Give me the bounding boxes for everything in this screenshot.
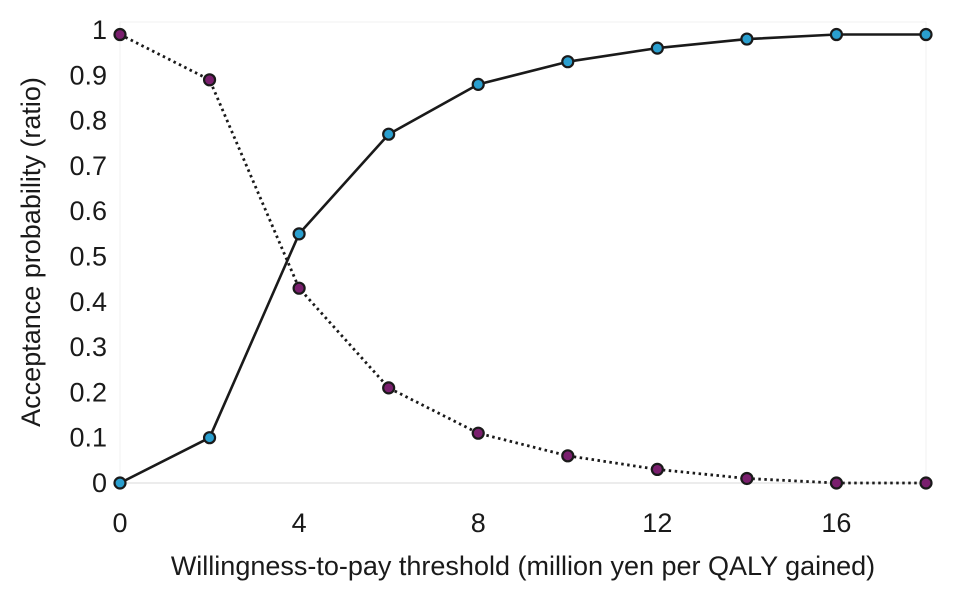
y-tick-label: 0.7 bbox=[69, 151, 107, 181]
series-1-point bbox=[919, 27, 933, 42]
series-1-point bbox=[740, 32, 754, 46]
series-2-point bbox=[471, 426, 485, 440]
x-tick-labels: 0 4 8 12 16 bbox=[112, 508, 851, 538]
y-tick-label: 0.8 bbox=[69, 106, 107, 136]
x-axis-title: Willingness-to-pay threshold (million ye… bbox=[171, 551, 875, 581]
x-tick-label: 4 bbox=[292, 508, 307, 538]
y-tick-label: 0.3 bbox=[69, 332, 107, 362]
series-2-point bbox=[740, 471, 754, 486]
y-axis-title: Acceptance probability (ratio) bbox=[16, 77, 46, 427]
series-1-point bbox=[561, 55, 575, 69]
y-tick-label: 0.5 bbox=[69, 242, 107, 272]
series-1-point bbox=[113, 476, 127, 490]
series-1-line bbox=[119, 33, 926, 485]
series-1-point bbox=[650, 41, 664, 55]
x-tick-label: 0 bbox=[112, 508, 127, 538]
series-2-point bbox=[113, 27, 127, 42]
series-layer bbox=[113, 27, 933, 490]
y-tick-label: 0.2 bbox=[69, 377, 107, 407]
series-1-point bbox=[829, 27, 844, 42]
y-tick-label: 0.4 bbox=[69, 287, 107, 317]
series-2-point bbox=[650, 462, 664, 477]
series-1-point bbox=[292, 227, 306, 241]
series-2-point bbox=[292, 281, 306, 295]
series-2-point bbox=[202, 73, 217, 87]
y-tick-label: 1 bbox=[92, 15, 107, 45]
series-2-line bbox=[119, 33, 926, 485]
series-1-point bbox=[471, 77, 485, 91]
series-2-point bbox=[829, 476, 844, 490]
y-tick-label: 0.6 bbox=[69, 196, 107, 226]
y-tick-label: 0.1 bbox=[69, 423, 107, 453]
series-1 bbox=[113, 27, 933, 490]
y-tick-label: 0 bbox=[92, 468, 107, 498]
series-2-point bbox=[561, 449, 575, 463]
plot-area bbox=[119, 21, 927, 484]
series-2-point bbox=[919, 476, 933, 490]
x-tick-label: 12 bbox=[642, 508, 672, 538]
x-tick-label: 8 bbox=[471, 508, 486, 538]
x-tick-label: 16 bbox=[821, 508, 851, 538]
series-1-point bbox=[382, 127, 396, 141]
series-2-point bbox=[382, 381, 396, 395]
series-2 bbox=[113, 27, 933, 490]
y-tick-label: 0.9 bbox=[69, 60, 107, 90]
series-1-point bbox=[202, 431, 217, 445]
y-tick-labels: 0 0.1 0.2 0.3 0.4 0.5 0.6 0.7 0.8 0.9 1 bbox=[69, 15, 107, 498]
